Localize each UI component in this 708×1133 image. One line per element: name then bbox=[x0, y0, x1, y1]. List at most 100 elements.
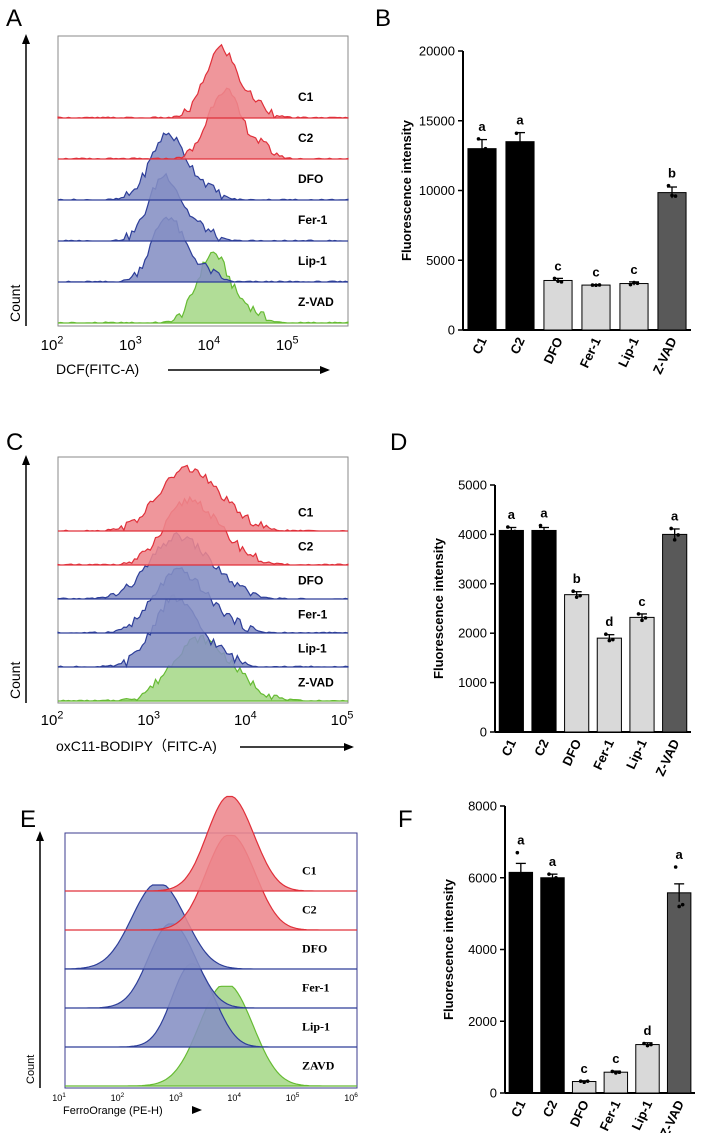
x-tick-label-lip-1: Lip-1 bbox=[628, 1098, 655, 1132]
data-point-z-vad bbox=[680, 902, 685, 907]
x-axis-arrowhead bbox=[344, 743, 354, 751]
x-tick-label: 102 bbox=[41, 709, 64, 729]
y-tick-label: 15000 bbox=[419, 113, 455, 128]
data-point-dfo bbox=[582, 1080, 586, 1085]
x-tick-label: 103 bbox=[169, 1092, 183, 1103]
data-point-lip-1 bbox=[642, 1041, 646, 1046]
x-tick-label-lip-1: Lip-1 bbox=[623, 737, 650, 771]
series-label-c2: C2 bbox=[298, 131, 314, 145]
x-axis-label: DCF(FITC-A) bbox=[56, 361, 139, 377]
significance-label-c1: a bbox=[508, 507, 516, 522]
x-tick-label: 106 bbox=[344, 1092, 358, 1103]
data-point-dfo bbox=[571, 589, 575, 594]
data-point-c2 bbox=[514, 131, 519, 136]
data-point-lip-1 bbox=[643, 616, 648, 620]
bar-c2 bbox=[540, 877, 565, 1094]
bar-dfo bbox=[543, 279, 573, 331]
significance-label-dfo: c bbox=[554, 258, 561, 273]
x-tick-label: 104 bbox=[234, 709, 257, 729]
data-point-fer-1 bbox=[614, 1071, 618, 1075]
data-point-c1 bbox=[509, 531, 514, 535]
data-point-z-vad bbox=[669, 526, 673, 531]
data-point-c2 bbox=[545, 532, 550, 536]
data-point-c1 bbox=[513, 529, 517, 534]
panel-label-D: D bbox=[390, 429, 407, 456]
series-label-fer-1: Fer-1 bbox=[298, 608, 328, 622]
data-point-c1 bbox=[519, 881, 523, 885]
data-point-c2 bbox=[538, 523, 543, 528]
x-axis-arrowhead bbox=[320, 366, 330, 374]
series-label-zavd: ZAVD bbox=[302, 1059, 335, 1073]
significance-label-fer-1: c bbox=[612, 1051, 619, 1066]
y-tick-label: 0 bbox=[480, 725, 487, 740]
panel-e-histogram: ZAVD Lip-1 Fer-1 DFO C2 C1 101 102 103 104 105 106 C… bbox=[25, 795, 358, 1117]
bar-lip-1 bbox=[629, 616, 655, 733]
data-point-c2 bbox=[547, 872, 551, 876]
data-point-c1 bbox=[506, 525, 510, 529]
x-tick-label-lip-1: Lip-1 bbox=[615, 335, 642, 369]
bar-c1 bbox=[508, 871, 534, 1094]
series-label-z-vad: Z-VAD bbox=[298, 295, 334, 309]
series-label-c2: C2 bbox=[298, 540, 314, 554]
histogram-fer-1 bbox=[58, 172, 348, 243]
series-label-dfo: DFO bbox=[302, 942, 327, 956]
x-tick-label-dfo: DFO bbox=[559, 737, 584, 768]
y-axis-label: Count bbox=[7, 662, 23, 699]
bar-lip-1 bbox=[635, 1044, 660, 1094]
y-tick-label: 0 bbox=[448, 323, 455, 338]
significance-label-c2: a bbox=[549, 854, 557, 869]
data-point-dfo bbox=[578, 593, 582, 598]
data-point-lip-1 bbox=[636, 612, 641, 616]
x-tick-label: 103 bbox=[137, 709, 160, 729]
data-point-fer-1 bbox=[611, 637, 615, 642]
x-tick-label-c1: C1 bbox=[469, 335, 490, 356]
bar-z-vad bbox=[666, 892, 692, 1094]
panel-label-A: A bbox=[6, 5, 22, 32]
y-tick-label: 5000 bbox=[458, 478, 487, 493]
series-label-dfo: DFO bbox=[298, 172, 323, 186]
series-label-dfo: DFO bbox=[298, 574, 323, 588]
x-tick-label: 102 bbox=[111, 1092, 125, 1103]
series-label-c1: C1 bbox=[298, 506, 314, 520]
x-axis-arrowhead bbox=[192, 1106, 202, 1114]
data-point-z-vad bbox=[673, 194, 678, 198]
significance-label-fer-1: c bbox=[592, 265, 599, 280]
x-tick-label-z-vad: Z-VAD bbox=[657, 1098, 687, 1133]
series-label-c1: C1 bbox=[302, 864, 317, 878]
bar-c1 bbox=[498, 529, 524, 733]
y-tick-label: 0 bbox=[490, 1086, 497, 1101]
data-point-dfo bbox=[559, 280, 564, 284]
data-point-c1 bbox=[515, 850, 520, 855]
y-axis-arrowhead bbox=[36, 831, 44, 841]
histogram-dfo bbox=[57, 132, 349, 201]
bar-fer-1 bbox=[581, 284, 611, 331]
x-tick-label-c2: C2 bbox=[540, 1098, 561, 1119]
x-tick-label-fer-1: Fer-1 bbox=[577, 335, 604, 370]
panel-f-bar-chart: 0 2000 4000 6000 8000 Fluorescence intensity a… bbox=[441, 799, 695, 1133]
y-tick-label: 4000 bbox=[468, 942, 497, 957]
histogram-dfo bbox=[64, 884, 357, 970]
data-point-c2 bbox=[554, 875, 558, 880]
significance-label-c2: a bbox=[516, 113, 524, 128]
data-point-c2 bbox=[550, 879, 555, 884]
histogram-lip-1 bbox=[58, 216, 349, 283]
x-tick-label: 104 bbox=[227, 1092, 241, 1103]
panel-label-F: F bbox=[398, 806, 413, 833]
significance-label-dfo: c bbox=[581, 1061, 588, 1076]
significance-label-c1: a bbox=[478, 119, 486, 134]
data-point-fer-1 bbox=[597, 283, 602, 287]
data-point-lip-1 bbox=[640, 618, 644, 623]
data-point-c1 bbox=[483, 146, 488, 151]
panel-a-histogram: Z-VAD Lip-1 Fer-1 DFO C2 C1 102 103 104 105 Count D… bbox=[7, 34, 349, 377]
series-label-lip-1: Lip-1 bbox=[298, 254, 327, 268]
bar-c2 bbox=[505, 141, 535, 331]
x-tick-label: 105 bbox=[286, 1092, 300, 1103]
histogram-fer-1 bbox=[65, 923, 357, 1009]
data-point-fer-1 bbox=[610, 1069, 615, 1074]
data-point-dfo bbox=[585, 1079, 590, 1083]
x-axis-label: oxC11-BODIPY（FITC-A) bbox=[56, 738, 217, 754]
x-tick-label: 101 bbox=[52, 1092, 66, 1103]
data-point-z-vad bbox=[672, 538, 677, 542]
x-tick-label-fer-1: Fer-1 bbox=[597, 1098, 624, 1133]
data-point-c2 bbox=[521, 142, 526, 147]
